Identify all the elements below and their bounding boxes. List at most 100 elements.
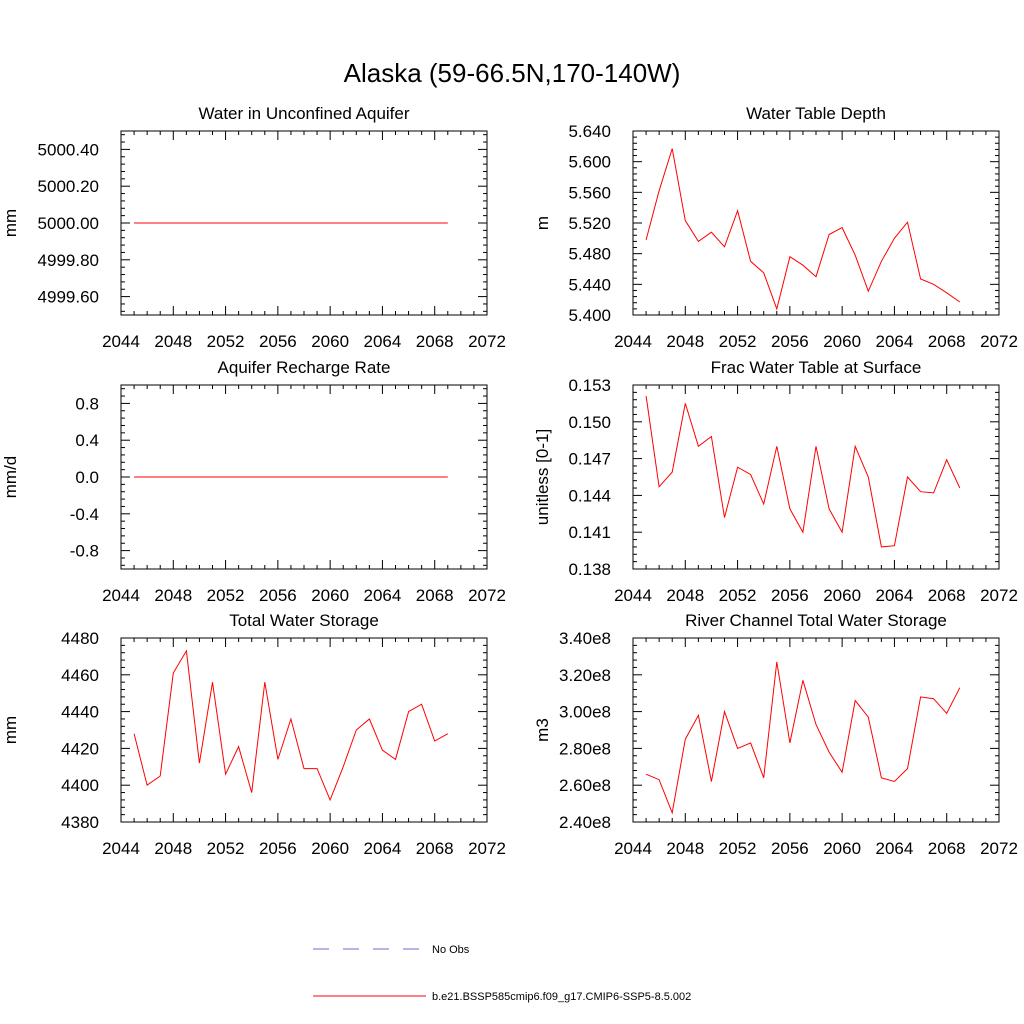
y-tick-label: 5.640: [568, 122, 611, 141]
x-tick-label: 2052: [719, 839, 757, 858]
x-tick-label: 2072: [468, 332, 506, 351]
series-line: [133, 649, 449, 802]
panel-title: Water Table Depth: [746, 104, 886, 123]
y-axis-label: m3: [533, 718, 552, 742]
x-tick-label: 2072: [468, 586, 506, 605]
y-tick-label: 3.20e8: [559, 666, 611, 685]
y-tick-label: 0.138: [568, 560, 611, 579]
y-tick-label: 0.153: [568, 376, 611, 395]
y-tick-label: 5.560: [568, 183, 611, 202]
y-axis-label: mm: [1, 716, 20, 744]
y-tick-label: 4380: [61, 813, 99, 832]
x-tick-label: 2052: [207, 332, 245, 351]
series-line: [645, 148, 961, 311]
x-tick-label: 2044: [102, 839, 140, 858]
x-tick-label: 2072: [468, 839, 506, 858]
x-tick-label: 2056: [771, 839, 809, 858]
series-line: [645, 661, 961, 815]
panels: Water in Unconfined Aquifer 2044 2048 2052 2…: [1, 104, 1018, 858]
series-line: [645, 395, 961, 548]
x-tick-label: 2052: [719, 586, 757, 605]
x-tick-label: 2060: [823, 332, 861, 351]
y-tick-label: -0.8: [70, 542, 99, 561]
x-tick-label: 2048: [154, 839, 192, 858]
x-tick-label: 2064: [364, 839, 402, 858]
x-tick-label: 2048: [154, 332, 192, 351]
x-tick-label: 2072: [980, 332, 1018, 351]
y-tick-label: 0.4: [75, 431, 99, 450]
x-tick-label: 2068: [416, 332, 454, 351]
x-tick-label: 2060: [311, 332, 349, 351]
legend-label: No Obs: [432, 944, 470, 956]
y-axis-label: mm/d: [1, 456, 20, 499]
x-tick-label: 2064: [364, 586, 402, 605]
panel-title: Total Water Storage: [229, 611, 379, 630]
x-tick-label: 2052: [207, 586, 245, 605]
y-axis-label: mm: [1, 209, 20, 237]
x-tick-label: 2048: [666, 586, 704, 605]
x-tick-label: 2052: [207, 839, 245, 858]
panel-5: Total Water Storage 2044 2048 2052 2056 2060 2…: [1, 611, 506, 858]
y-tick-label: 4420: [61, 739, 99, 758]
y-tick-label: 5.520: [568, 214, 611, 233]
x-tick-label: 2056: [259, 586, 297, 605]
x-tick-label: 2056: [259, 332, 297, 351]
x-tick-label: 2044: [614, 586, 652, 605]
panel-2: Water Table Depth 2044 2048 2052 2056 2060 206…: [533, 104, 1018, 351]
y-tick-label: 5.400: [568, 306, 611, 325]
y-tick-label: 5000.00: [38, 214, 99, 233]
y-tick-label: 0.144: [568, 486, 611, 505]
x-tick-label: 2048: [666, 839, 704, 858]
panel-title: Frac Water Table at Surface: [711, 358, 922, 377]
plot-frame: [632, 637, 1000, 823]
panel-3: Aquifer Recharge Rate 2044 2048 2052 2056 206…: [1, 358, 506, 605]
x-tick-label: 2060: [311, 839, 349, 858]
x-tick-label: 2056: [259, 839, 297, 858]
y-tick-label: 4999.60: [38, 288, 99, 307]
y-tick-label: 2.40e8: [559, 813, 611, 832]
x-tick-label: 2060: [823, 586, 861, 605]
x-tick-label: 2064: [876, 332, 914, 351]
plot-frame: [632, 130, 1000, 316]
y-tick-label: 4460: [61, 666, 99, 685]
x-tick-label: 2068: [928, 332, 966, 351]
legend-label: b.e21.BSSP585cmip6.f09_g17.CMIP6-SSP5-8.…: [432, 991, 691, 1003]
x-tick-label: 2068: [928, 586, 966, 605]
panel-title: Aquifer Recharge Rate: [218, 358, 391, 377]
x-tick-label: 2052: [719, 332, 757, 351]
y-tick-label: 3.40e8: [559, 629, 611, 648]
y-tick-label: 2.60e8: [559, 776, 611, 795]
y-tick-label: 4999.80: [38, 251, 99, 270]
y-tick-label: 3.00e8: [559, 703, 611, 722]
x-tick-label: 2048: [666, 332, 704, 351]
x-tick-label: 2044: [102, 332, 140, 351]
y-tick-label: 4440: [61, 703, 99, 722]
panel-1: Water in Unconfined Aquifer 2044 2048 2052 2…: [1, 104, 506, 351]
x-tick-label: 2056: [771, 586, 809, 605]
x-tick-label: 2064: [876, 586, 914, 605]
y-tick-label: 5000.40: [38, 140, 99, 159]
y-tick-label: 5.480: [568, 245, 611, 264]
y-tick-label: 0.150: [568, 413, 611, 432]
panel-title: River Channel Total Water Storage: [685, 611, 947, 630]
x-tick-label: 2072: [980, 586, 1018, 605]
x-tick-label: 2056: [771, 332, 809, 351]
panel-4: Frac Water Table at Surface 2044 2048 2052 2…: [533, 358, 1018, 605]
x-tick-label: 2068: [416, 586, 454, 605]
x-tick-label: 2044: [614, 839, 652, 858]
y-axis-label: m: [533, 216, 552, 230]
y-tick-label: 2.80e8: [559, 739, 611, 758]
x-tick-label: 2064: [364, 332, 402, 351]
x-tick-label: 2060: [311, 586, 349, 605]
legend: No Obs b.e21.BSSP585cmip6.f09_g17.CMIP6-S…: [313, 944, 691, 1003]
y-tick-label: 4480: [61, 629, 99, 648]
panel-6: River Channel Total Water Storage 2044 204…: [533, 611, 1018, 858]
x-tick-label: 2068: [416, 839, 454, 858]
panel-title: Water in Unconfined Aquifer: [198, 104, 409, 123]
y-tick-label: 5.440: [568, 275, 611, 294]
x-tick-label: 2044: [614, 332, 652, 351]
x-tick-label: 2064: [876, 839, 914, 858]
x-tick-label: 2060: [823, 839, 861, 858]
y-tick-label: 0.8: [75, 394, 99, 413]
